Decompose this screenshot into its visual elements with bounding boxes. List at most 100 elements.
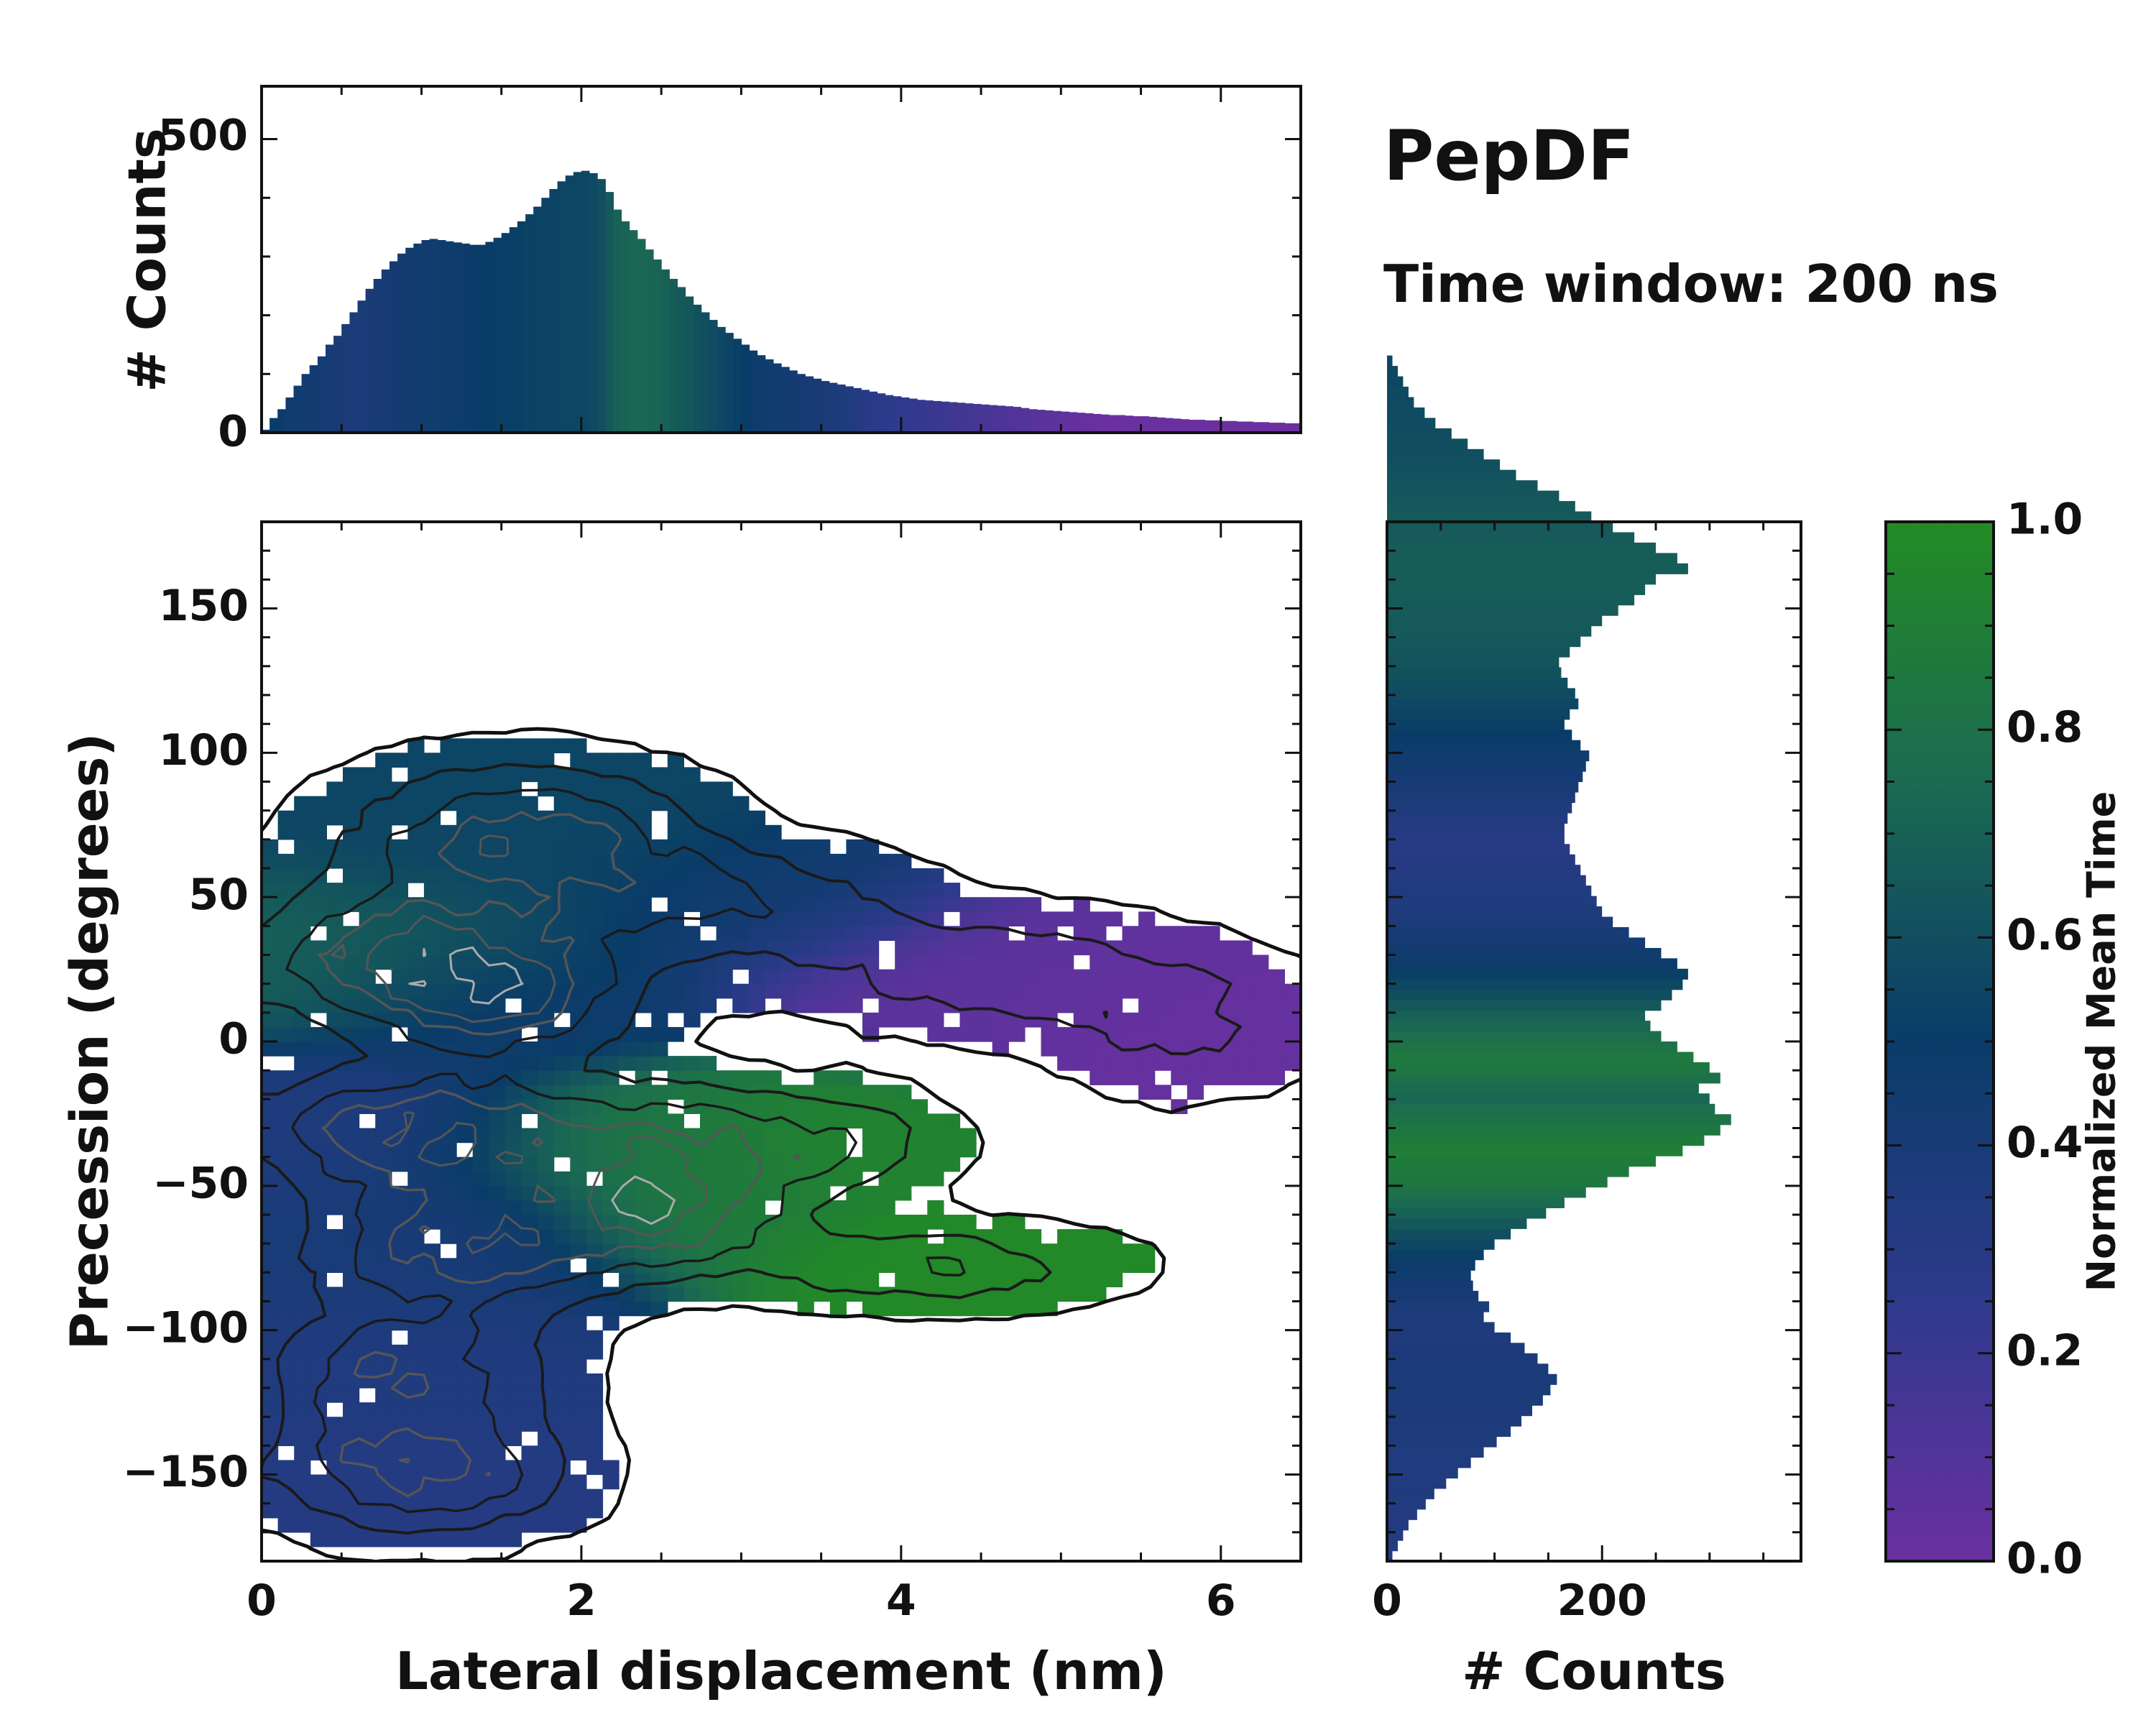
heatmap-cell xyxy=(862,1113,880,1129)
heatmap-cell xyxy=(570,839,587,855)
heatmap-cell xyxy=(1089,954,1107,970)
heatmap-cell xyxy=(765,1099,782,1114)
heatmap-cell xyxy=(1268,969,1285,985)
heatmap-cell xyxy=(602,940,619,956)
heatmap-cell xyxy=(1154,926,1171,941)
heatmap-cell xyxy=(489,1358,506,1374)
heatmap-cell xyxy=(538,1099,555,1114)
heatmap-cell xyxy=(651,926,668,941)
heatmap-cell xyxy=(359,1128,376,1144)
heatmap-cell xyxy=(570,1417,587,1432)
right-histogram-bar xyxy=(1387,1114,1731,1126)
top-histogram-bar xyxy=(1100,414,1110,433)
heatmap-cell xyxy=(472,940,489,956)
top-histogram-bar xyxy=(1237,421,1245,433)
heatmap-cell xyxy=(538,1344,555,1360)
heatmap-cell xyxy=(781,1287,798,1302)
heatmap-cell xyxy=(521,1200,538,1215)
heatmap-cell xyxy=(407,969,425,985)
heatmap-cell xyxy=(700,810,717,826)
heatmap-cell xyxy=(262,940,279,956)
heatmap-cell xyxy=(521,1344,538,1360)
heatmap-cell xyxy=(1073,940,1090,956)
heatmap-cell xyxy=(521,1070,538,1085)
heatmap-cell xyxy=(294,1041,311,1057)
colorbar-gradient xyxy=(1886,522,1994,1561)
heatmap-cell xyxy=(619,954,636,970)
heatmap-cell xyxy=(570,1474,587,1490)
heatmap-cell xyxy=(407,1185,425,1201)
top-histogram-bar xyxy=(1284,423,1294,433)
top-histogram-bar xyxy=(957,402,966,433)
heatmap-cell xyxy=(277,1229,295,1244)
heatmap-cell xyxy=(846,1287,863,1302)
heatmap-cell xyxy=(375,1532,392,1547)
heatmap-cell xyxy=(911,1128,928,1144)
heatmap-cell xyxy=(326,1532,344,1547)
heatmap-cell xyxy=(1187,1026,1204,1042)
heatmap-cell xyxy=(375,1085,392,1100)
heatmap-cell xyxy=(553,1489,571,1504)
heatmap-cell xyxy=(521,883,538,898)
heatmap-cell xyxy=(310,940,327,956)
heatmap-cell xyxy=(1105,911,1123,926)
heatmap-cell xyxy=(310,1229,327,1244)
heatmap-cell xyxy=(310,911,327,926)
heatmap-cell xyxy=(538,1026,555,1042)
heatmap-cell xyxy=(570,1185,587,1201)
heatmap-cell xyxy=(586,1229,604,1244)
heatmap-cell xyxy=(570,853,587,869)
heatmap-cell xyxy=(1187,1012,1204,1028)
heatmap-cell xyxy=(375,1388,392,1403)
top-histogram-bar xyxy=(1117,415,1125,433)
heatmap-cell xyxy=(294,998,311,1013)
top-histogram-bar xyxy=(725,333,734,433)
heatmap-cell xyxy=(748,1070,765,1085)
heatmap-cell xyxy=(262,1113,279,1129)
heatmap-cell xyxy=(959,1012,977,1028)
heatmap-cell xyxy=(1154,940,1171,956)
heatmap-cell xyxy=(1089,1056,1107,1071)
heatmap-cell xyxy=(456,883,474,898)
heatmap-cell xyxy=(570,1215,587,1230)
heatmap-cell xyxy=(1041,969,1058,985)
top-ytick-label-1: 500 xyxy=(158,111,248,161)
heatmap-cell xyxy=(277,824,295,840)
heatmap-cell xyxy=(440,998,457,1013)
heatmap-cell xyxy=(456,1315,474,1331)
heatmap-cell xyxy=(456,1099,474,1114)
heatmap-cell xyxy=(277,853,295,869)
heatmap-cell xyxy=(846,1215,863,1230)
heatmap-cell xyxy=(1138,1012,1156,1028)
heatmap-cell xyxy=(472,1156,489,1172)
heatmap-cell xyxy=(992,1272,1009,1287)
heatmap-cell xyxy=(375,897,392,912)
heatmap-cell xyxy=(489,1085,506,1100)
heatmap-cell xyxy=(700,1128,717,1144)
top-histogram-bar xyxy=(789,370,798,433)
heatmap-cell xyxy=(359,1070,376,1085)
heatmap-cell xyxy=(343,1215,360,1230)
heatmap-cell xyxy=(553,1185,571,1201)
heatmap-cell xyxy=(1284,998,1301,1013)
heatmap-cell xyxy=(586,1330,604,1346)
top-histogram-bar xyxy=(1077,413,1086,433)
heatmap-cell xyxy=(326,1315,344,1331)
figure-title: PepDF xyxy=(1383,116,1634,196)
heatmap-cell xyxy=(262,883,279,898)
heatmap-cell xyxy=(1268,983,1285,999)
heatmap-cell xyxy=(277,1113,295,1129)
heatmap-cell xyxy=(667,1200,684,1215)
right-histogram-bar xyxy=(1387,1312,1484,1323)
heatmap-cell xyxy=(1154,954,1171,970)
heatmap-cell xyxy=(1171,926,1188,941)
heatmap-cell xyxy=(423,1503,441,1519)
heatmap-cell xyxy=(667,897,684,912)
right-histogram-bar xyxy=(1387,1488,1434,1499)
heatmap-cell xyxy=(683,940,701,956)
heatmap-cell xyxy=(895,969,912,985)
heatmap-cell xyxy=(1187,926,1204,941)
heatmap-cell xyxy=(326,1489,344,1504)
heatmap-cell xyxy=(472,1243,489,1259)
heatmap-cell xyxy=(619,753,636,768)
